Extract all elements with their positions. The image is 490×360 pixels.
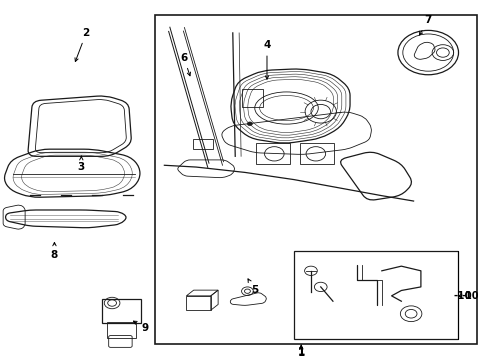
Text: -10: -10 [453,291,472,301]
Bar [155,15,477,344]
Text: 6: 6 [180,53,191,76]
Bar [294,251,458,339]
Text: 5: 5 [248,279,258,296]
Text: 1: 1 [297,345,305,358]
Text: 2: 2 [75,28,90,62]
Text: 7: 7 [419,15,432,35]
Text: 9: 9 [133,321,148,333]
Text: -10: -10 [462,291,479,301]
Circle shape [247,122,252,126]
Bar [186,296,211,310]
Text: 8: 8 [51,243,58,260]
Text: 1: 1 [297,347,305,357]
Text: 3: 3 [78,156,85,172]
Text: 4: 4 [263,40,270,79]
